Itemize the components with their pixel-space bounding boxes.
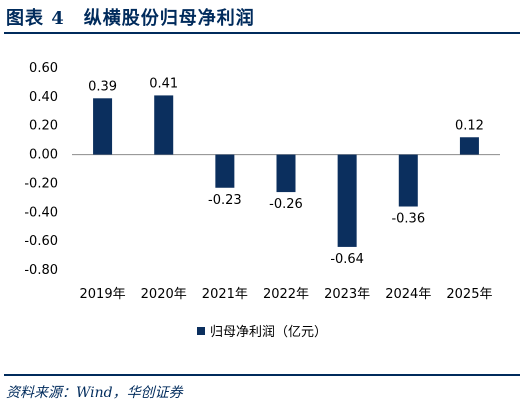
y-tick-label: -0.20 <box>24 176 58 191</box>
bottom-rule <box>4 374 520 376</box>
bar <box>398 154 418 207</box>
data-label: -0.26 <box>269 197 303 212</box>
bar <box>459 137 479 155</box>
data-label: -0.23 <box>208 193 242 208</box>
bar <box>276 154 296 193</box>
data-label: 0.12 <box>455 118 484 133</box>
y-tick-label: 0.20 <box>29 119 58 134</box>
y-tick-label: -0.40 <box>24 205 58 220</box>
legend-label: 归母净利润（亿元） <box>210 325 327 340</box>
y-tick-label: -0.60 <box>24 234 58 249</box>
y-tick-label: 0.40 <box>29 90 58 105</box>
data-label: -0.36 <box>391 212 425 227</box>
bar <box>215 154 235 188</box>
y-tick-label: 0.60 <box>29 61 58 76</box>
source-note: 资料来源：Wind，华创证券 <box>6 385 183 401</box>
x-tick-label: 2020年 <box>141 287 187 302</box>
legend: 归母净利润（亿元） <box>197 325 327 340</box>
figure-title: 图表 4 纵横股份归母净利润 <box>6 8 255 29</box>
x-tick-label: 2022年 <box>263 287 309 302</box>
top-rule <box>4 32 520 34</box>
x-tick-label: 2021年 <box>202 287 248 302</box>
figure-header: 图表 4 纵横股份归母净利润 <box>0 0 524 34</box>
x-tick-label: 2019年 <box>80 287 126 302</box>
x-tick-label: 2024年 <box>385 287 431 302</box>
data-label: 0.41 <box>149 76 178 91</box>
y-tick-label: 0.00 <box>29 148 58 163</box>
data-label: -0.64 <box>330 252 364 267</box>
bar <box>337 154 357 247</box>
bar <box>154 95 174 155</box>
x-tick-label: 2023年 <box>324 287 370 302</box>
bar <box>93 98 113 155</box>
y-tick-label: -0.80 <box>24 263 58 278</box>
data-label: 0.39 <box>88 79 117 94</box>
legend-swatch <box>197 327 205 335</box>
x-tick-label: 2025年 <box>446 287 492 302</box>
